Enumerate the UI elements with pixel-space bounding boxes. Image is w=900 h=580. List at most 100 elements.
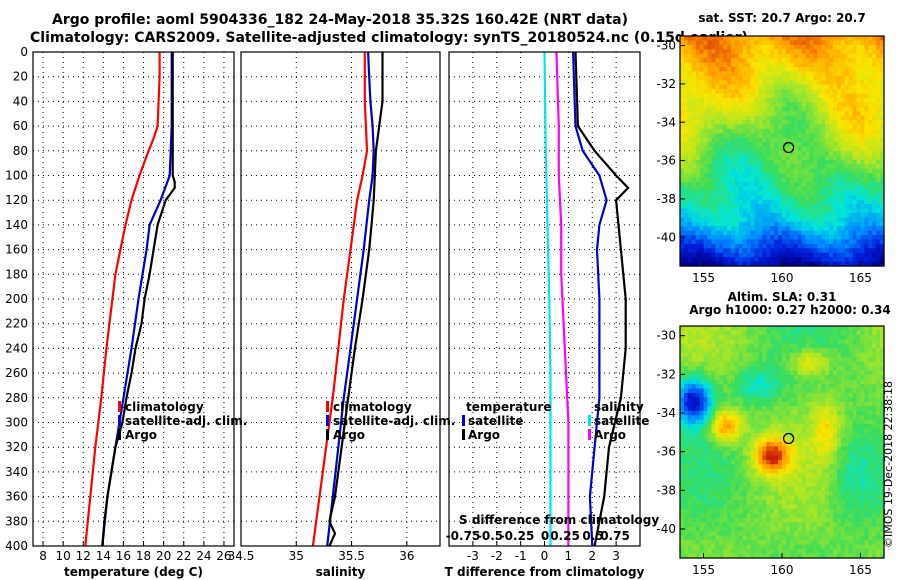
map-cell: [770, 66, 775, 72]
map-cell: [727, 49, 732, 55]
map-cell: [864, 204, 869, 210]
map-cell: [715, 468, 720, 474]
map-cell: [876, 468, 881, 474]
map-cell: [778, 415, 783, 421]
map-cell: [872, 410, 877, 416]
map-cell: [782, 128, 787, 134]
map-cell: [805, 80, 811, 86]
map-cell: [848, 330, 854, 336]
map-cell: [852, 239, 858, 245]
map-cell: [695, 384, 701, 390]
map-cell: [821, 495, 826, 501]
map-cell: [805, 450, 811, 456]
map-cell: [695, 151, 701, 157]
map-cell: [880, 437, 885, 443]
map-cell: [785, 326, 791, 332]
map-cell: [797, 370, 803, 376]
map-cell: [852, 217, 858, 223]
map-cell: [797, 379, 803, 385]
map-cell: [844, 366, 850, 372]
map-cell: [793, 401, 799, 407]
map-cell: [738, 120, 744, 126]
map-cell: [695, 464, 701, 470]
map-cell: [762, 477, 767, 483]
map-cell: [680, 388, 685, 394]
map-cell: [754, 370, 760, 376]
map-cell: [719, 348, 724, 354]
map-cell: [813, 195, 818, 201]
map-cell: [770, 428, 775, 434]
map-cell: [711, 221, 716, 227]
legend-label: Argo: [125, 428, 157, 442]
map-cell: [785, 102, 791, 108]
map-cell: [703, 133, 709, 139]
map-cell: [852, 89, 858, 95]
map-x-tick-label: 165: [849, 271, 872, 285]
map-cell: [715, 495, 720, 501]
map-cell: [876, 375, 881, 381]
map-cell: [719, 155, 724, 161]
map-cell: [715, 252, 720, 258]
map-cell: [699, 190, 705, 196]
map-cell: [778, 401, 783, 407]
map-cell: [691, 190, 697, 196]
map-cell: [715, 128, 720, 134]
map-cell: [872, 93, 877, 99]
map-cell: [825, 357, 830, 363]
map-cell: [813, 102, 818, 108]
map-cell: [844, 146, 850, 152]
map-cell: [840, 257, 846, 263]
map-cell: [754, 361, 760, 367]
map-cell: [797, 93, 803, 99]
map-cell: [801, 186, 807, 192]
map-cell: [868, 106, 873, 112]
map-cell: [813, 235, 818, 241]
legend-label: satellite: [594, 414, 649, 428]
map-cell: [719, 433, 724, 439]
map-cell: [817, 248, 822, 254]
map-cell: [813, 410, 818, 416]
map-cell: [770, 36, 775, 42]
map-cell: [703, 120, 709, 126]
map-cell: [746, 173, 752, 179]
map-cell: [801, 221, 807, 227]
map-cell: [719, 44, 724, 50]
map-cell: [801, 93, 807, 99]
map-cell: [860, 168, 865, 174]
map-cell: [793, 450, 799, 456]
map-cell: [840, 75, 846, 81]
map-cell: [789, 348, 795, 354]
map-cell: [742, 102, 748, 108]
map-cell: [762, 334, 767, 340]
map-cell: [821, 159, 826, 165]
map-cell: [766, 248, 771, 254]
map-cell: [715, 428, 720, 434]
map-cell: [801, 190, 807, 196]
map-cell: [848, 348, 854, 354]
map-cell: [872, 49, 877, 55]
map-cell: [683, 428, 689, 434]
map-cell: [782, 384, 787, 390]
map-cell: [848, 159, 854, 165]
map-cell: [813, 334, 818, 340]
map-cell: [766, 128, 771, 134]
map-cell: [821, 142, 826, 148]
map-cell: [797, 442, 803, 448]
map-cell: [766, 62, 771, 68]
map-cell: [703, 397, 709, 403]
map-cell: [868, 486, 873, 492]
map-cell: [805, 53, 811, 59]
map-cell: [860, 177, 865, 183]
map-cell: [801, 257, 807, 263]
map-cell: [852, 221, 858, 227]
map-cell: [833, 433, 838, 439]
map-cell: [691, 49, 697, 55]
map-cell: [801, 199, 807, 205]
map-cell: [829, 388, 834, 394]
map-cell: [864, 477, 869, 483]
map-cell: [813, 357, 818, 363]
map-cell: [723, 334, 728, 340]
map-cell: [687, 226, 693, 232]
map-cell: [860, 173, 865, 179]
map-cell: [715, 111, 720, 117]
